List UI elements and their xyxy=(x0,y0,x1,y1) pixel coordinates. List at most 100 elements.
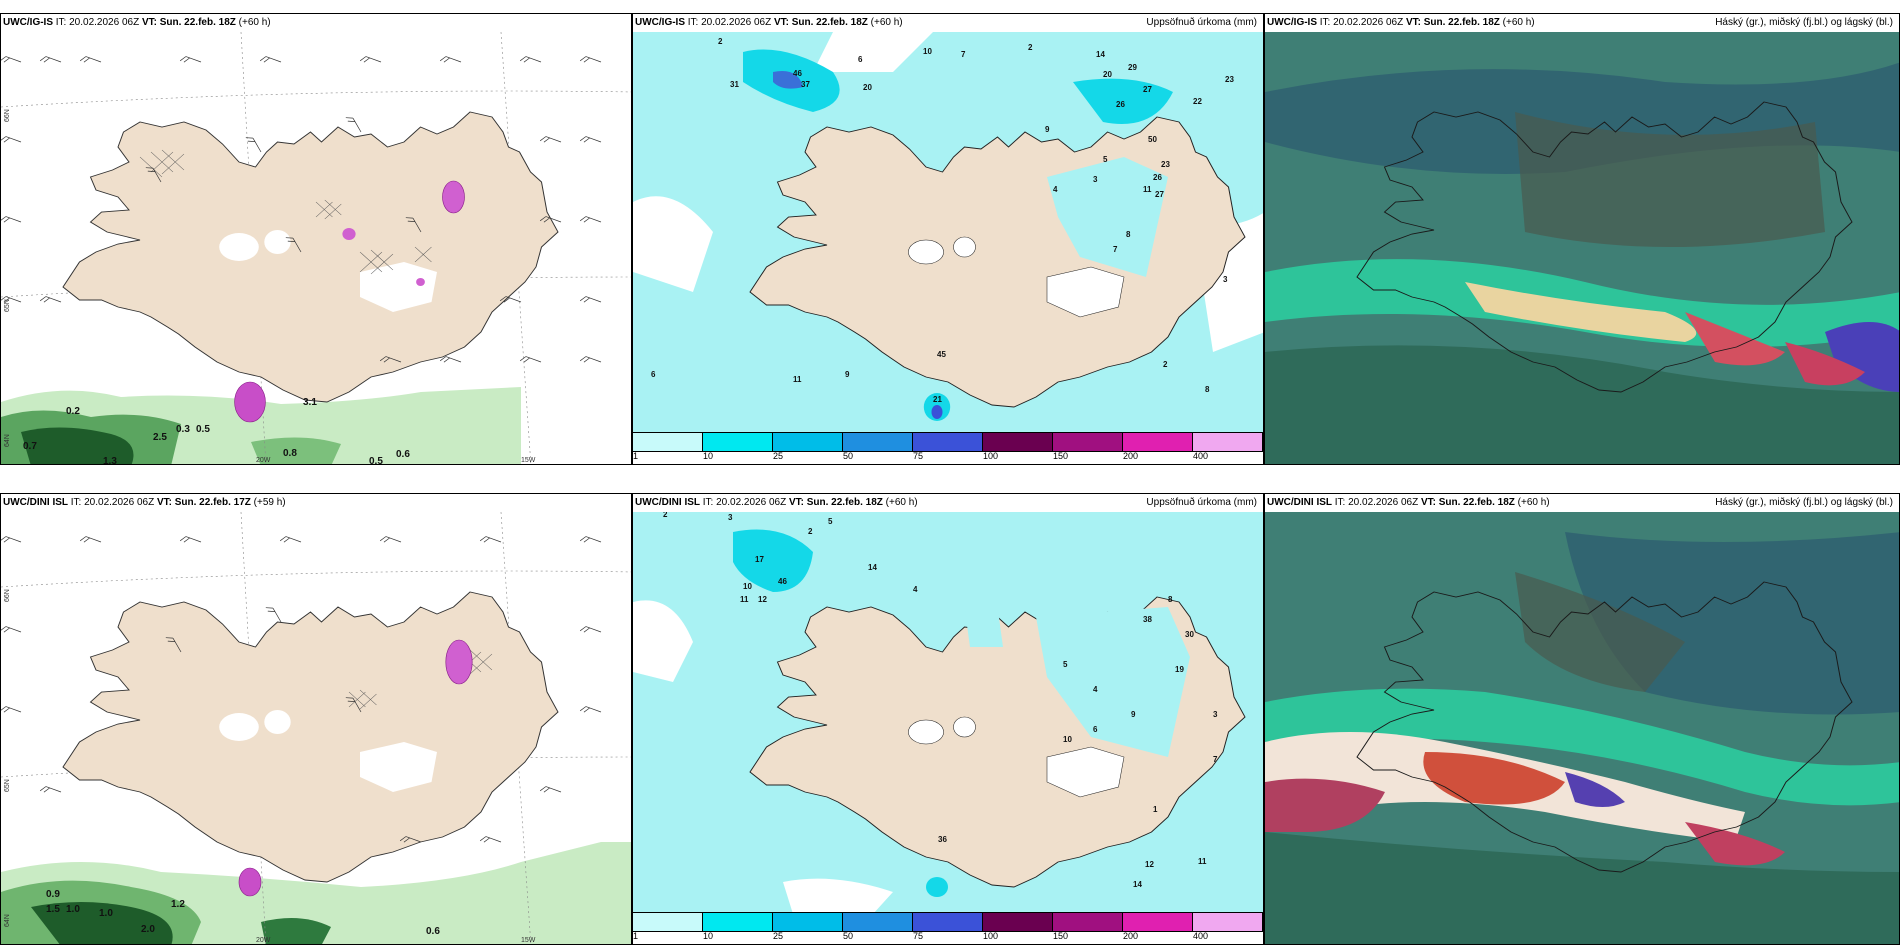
scale-label: 400 xyxy=(1192,931,1209,941)
precip-value: 14 xyxy=(1096,50,1105,59)
scale-swatch xyxy=(913,433,983,451)
init-time: IT: 20.02.2026 06Z xyxy=(685,17,774,28)
precip-value: 0.9 xyxy=(46,889,60,900)
precip-value: 4 xyxy=(1053,185,1058,194)
lead-time: (+60 h) xyxy=(867,17,903,28)
scale-swatch xyxy=(773,913,843,931)
precip-value: 2 xyxy=(808,527,813,536)
precip-value: 2 xyxy=(1028,43,1033,52)
scale-label: 75 xyxy=(912,931,923,941)
scale-label: 25 xyxy=(772,451,783,461)
precip-value: 37 xyxy=(801,80,810,89)
precip-value: 27 xyxy=(1155,190,1164,199)
valid-time: VT: Sun. 22.feb. 17Z xyxy=(156,497,251,508)
precip-value: 10 xyxy=(1063,735,1072,744)
precip-value: 0.5 xyxy=(196,424,210,435)
init-time: IT: 20.02.2026 06Z xyxy=(68,497,157,508)
precip-value: 17 xyxy=(755,555,764,564)
precip-value: 10 xyxy=(923,47,932,56)
precip-value: 1.2 xyxy=(171,899,185,910)
scale-swatch xyxy=(703,913,773,931)
panel-wind-dini: UWC/DINI ISL IT: 20.02.2026 06Z VT: Sun.… xyxy=(0,493,632,945)
scale-label: 150 xyxy=(1053,931,1069,941)
precip-value: 1.0 xyxy=(99,908,113,919)
lat-label: 66N xyxy=(4,109,11,122)
precip-value: 4 xyxy=(1093,685,1098,694)
lon-label: 15W xyxy=(521,937,536,944)
precip-value: 21 xyxy=(933,395,942,404)
scale-label: 50 xyxy=(843,931,854,941)
precip-value: 6 xyxy=(651,370,656,379)
precip-value: 8 xyxy=(1126,230,1131,239)
precip-value: 20 xyxy=(863,83,872,92)
panel-precip-dini: UWC/DINI ISL IT: 20.02.2026 06Z VT: Sun.… xyxy=(632,493,1264,945)
model-name: UWC/IG-IS xyxy=(3,17,53,28)
scale-swatch xyxy=(843,433,913,451)
precip-value: 1 xyxy=(1153,805,1158,814)
panel-header: UWC/IG-IS IT: 20.02.2026 06Z VT: Sun. 22… xyxy=(1267,17,1535,28)
precip-value: 4 xyxy=(913,585,918,594)
scale-swatch xyxy=(1053,913,1123,931)
panel-clouds-igis: UWC/IG-IS IT: 20.02.2026 06Z VT: Sun. 22… xyxy=(1264,13,1900,465)
precip-value: 3 xyxy=(1213,710,1218,719)
panel-wind-igis: UWC/IG-IS IT: 20.02.2026 06Z VT: Sun. 22… xyxy=(0,13,632,465)
precip-value: 6 xyxy=(1093,725,1098,734)
init-time: IT: 20.02.2026 06Z xyxy=(1317,17,1406,28)
scale-label: 400 xyxy=(1192,451,1209,461)
precip-value: 3 xyxy=(1093,175,1098,184)
scale-label: 150 xyxy=(1053,451,1069,461)
precip-value: 5 xyxy=(1103,155,1108,164)
precip-value: 50 xyxy=(1148,135,1157,144)
precip-color-scale: 1 10 25 50 75 100 150 200 400 xyxy=(633,912,1263,944)
scale-swatch xyxy=(913,913,983,931)
scale-swatch xyxy=(703,433,773,451)
precip-value: 12 xyxy=(1145,860,1154,869)
scale-label: 10 xyxy=(702,451,713,461)
precip-value: 2.0 xyxy=(141,924,155,935)
cloud-map xyxy=(1265,512,1899,944)
lat-label: 64N xyxy=(4,914,11,927)
precip-value: 3 xyxy=(728,513,733,522)
wind-map: 66N 65N 64N 20W 15W 0.9 1.5 1.0 1.0 2.0 … xyxy=(1,512,631,944)
precip-value: 9 xyxy=(1045,125,1050,134)
scale-label: 100 xyxy=(983,931,999,941)
model-name: UWC/IG-IS xyxy=(635,17,685,28)
precip-value: 30 xyxy=(1185,630,1194,639)
precip-value: 5 xyxy=(828,517,833,526)
precip-value: 2 xyxy=(663,512,668,519)
precip-value: 9 xyxy=(1131,710,1136,719)
scale-label: 200 xyxy=(1123,931,1139,941)
precip-value: 1.5 xyxy=(46,904,60,915)
panel-clouds-dini: UWC/DINI ISL IT: 20.02.2026 06Z VT: Sun.… xyxy=(1264,493,1900,945)
lat-label: 65N xyxy=(4,779,11,792)
precip-value: 0.3 xyxy=(176,424,190,435)
scale-swatch xyxy=(773,433,843,451)
lat-label: 64N xyxy=(4,434,11,447)
precip-color-scale: 1 10 25 50 75 100 150 200 400 xyxy=(633,432,1263,464)
precip-value: 38 xyxy=(1143,615,1152,624)
scale-swatch xyxy=(1193,913,1263,931)
scale-swatch xyxy=(843,913,913,931)
precip-value: 1.0 xyxy=(66,904,80,915)
precip-value: 23 xyxy=(1225,75,1234,84)
precip-value: 31 xyxy=(730,80,739,89)
precip-value: 0.7 xyxy=(23,441,37,452)
precip-value: 20 xyxy=(1103,70,1112,79)
precip-value: 7 xyxy=(1113,245,1118,254)
model-name: UWC/DINI ISL xyxy=(635,497,700,508)
precip-value: 29 xyxy=(1128,63,1137,72)
panel-header: UWC/IG-IS IT: 20.02.2026 06Z VT: Sun. 22… xyxy=(635,17,903,28)
panel-header: UWC/DINI ISL IT: 20.02.2026 06Z VT: Sun.… xyxy=(3,497,286,508)
precip-value: 0.5 xyxy=(369,456,383,465)
valid-time: VT: Sun. 22.feb. 18Z xyxy=(1420,497,1515,508)
precip-value: 7 xyxy=(1213,755,1218,764)
precip-value: 23 xyxy=(1161,160,1170,169)
precip-value: 26 xyxy=(1116,100,1125,109)
precip-value: 45 xyxy=(937,350,946,359)
panel-precip-igis: UWC/IG-IS IT: 20.02.2026 06Z VT: Sun. 22… xyxy=(632,13,1264,465)
precip-value: 10 xyxy=(743,582,752,591)
panel-subtitle: Uppsöfnuð úrkoma (mm) xyxy=(1146,497,1257,508)
scale-label: 10 xyxy=(702,931,713,941)
scale-label: 1 xyxy=(633,451,639,461)
precip-value: 11 xyxy=(740,595,749,604)
